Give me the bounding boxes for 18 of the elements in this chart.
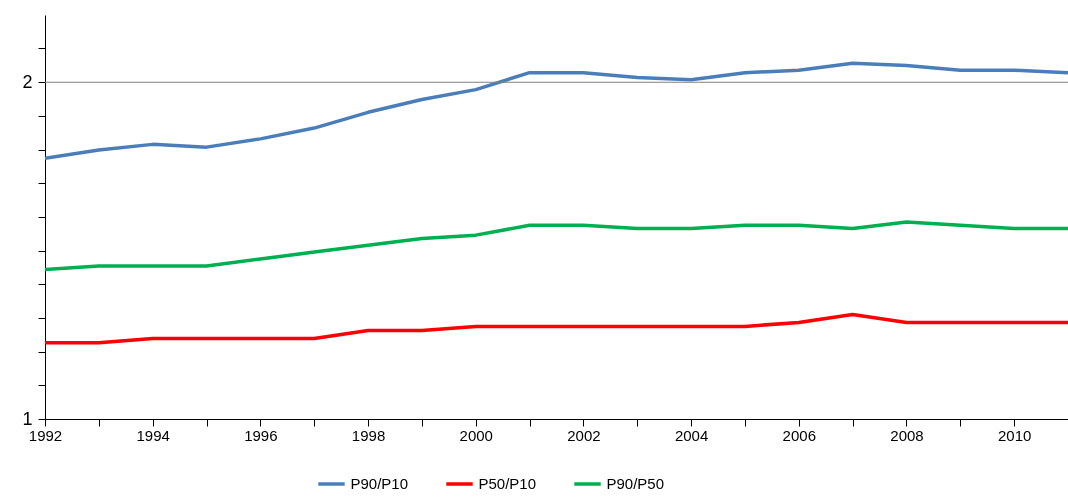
legend-label: P90/P50 (606, 475, 665, 492)
x-tick-label: 2002 (567, 426, 601, 444)
x-tick-label: 2008 (890, 426, 924, 444)
line-series (45, 312, 1068, 345)
legend-label: P90/P10 (350, 475, 409, 492)
x-tick-label: 2006 (782, 426, 816, 444)
x-tick-label: 2004 (674, 426, 709, 444)
x-tick-label: 1998 (351, 426, 386, 444)
y-tick-label: 2 (22, 71, 33, 92)
x-tick-label: 2000 (459, 426, 493, 444)
x-tick-label: 1996 (244, 426, 278, 444)
line-series (45, 61, 1068, 161)
x-tick-label: 1994 (136, 426, 170, 444)
y-tick-label: 1 (22, 408, 33, 429)
x-tick-label: 1992 (28, 426, 63, 444)
legend-label: P50/P10 (478, 475, 537, 492)
line-series (45, 220, 1068, 272)
x-tick-label: 2010 (997, 426, 1032, 444)
